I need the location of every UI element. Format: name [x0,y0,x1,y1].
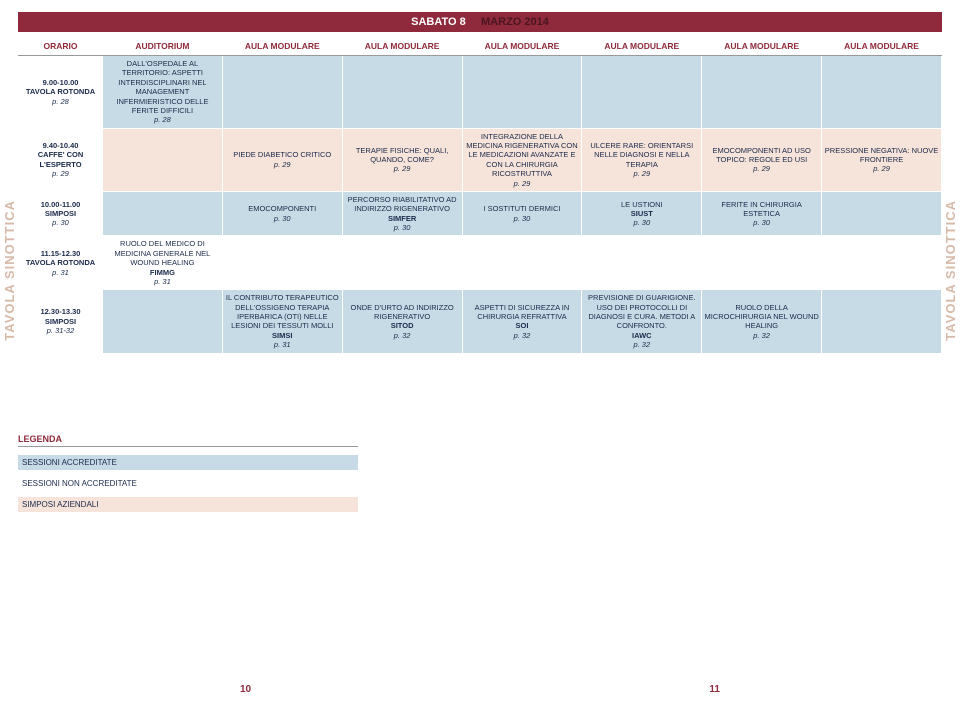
schedule-cell: ASPETTI DI SICUREZZA IN CHIRURGIA REFRAT… [462,290,582,353]
schedule-cell [103,128,223,191]
schedule-cell: PREVISIONE DI GUARIGIONE. USO DEI PROTOC… [582,290,702,353]
schedule-cell: LE USTIONISIUSTp. 30 [582,191,702,236]
column-header: AULA MODULARE [222,37,342,56]
side-label-right: TAVOLA SINOTTICA [943,200,958,341]
schedule-cell [702,56,822,129]
column-header: AULA MODULARE [822,37,942,56]
legend-item: SIMPOSI AZIENDALI [18,497,358,512]
column-header: AULA MODULARE [702,37,822,56]
schedule-cell: DALL'OSPEDALE AL TERRITORIO: ASPETTI INT… [103,56,223,129]
column-header: AULA MODULARE [582,37,702,56]
side-label-left: TAVOLA SINOTTICA [2,200,17,341]
schedule-cell: IL CONTRIBUTO TERAPEUTICO DELL'OSSIGENO … [222,290,342,353]
page-number-right: 11 [709,684,720,695]
schedule-cell [822,56,942,129]
schedule-cell [462,236,582,290]
schedule-cell [222,236,342,290]
time-cell: 10.00-11.00SIMPOSIp. 30 [19,191,103,236]
column-header: AULA MODULARE [342,37,462,56]
schedule-cell [702,236,822,290]
column-header: AULA MODULARE [462,37,582,56]
schedule-cell: EMOCOMPONENTIp. 30 [222,191,342,236]
schedule-cell [103,191,223,236]
legend-title: LEGENDA [18,434,358,447]
schedule-cell: ULCERE RARE: ORIENTARSI NELLE DIAGNOSI E… [582,128,702,191]
time-cell: 12.30-13.30SIMPOSIp. 31-32 [19,290,103,353]
schedule-cell [342,56,462,129]
schedule-cell: PERCORSO RIABILITATIVO AD INDIRIZZO RIGE… [342,191,462,236]
legend-item: SESSIONI NON ACCREDITATE [18,476,358,491]
schedule-cell [103,290,223,353]
schedule-cell [822,191,942,236]
column-header: ORARIO [19,37,103,56]
header-part2: MARZO 2014 [481,16,549,28]
schedule-cell: PRESSIONE NEGATIVA: NUOVE FRONTIEREp. 29 [822,128,942,191]
header-part1: SABATO 8 [411,16,466,28]
schedule-cell [582,56,702,129]
schedule-cell: EMOCOMPONENTI AD USO TOPICO: REGOLE ED U… [702,128,822,191]
schedule-cell [822,290,942,353]
schedule-cell [462,56,582,129]
schedule-cell: ONDE D'URTO AD INDIRIZZO RIGENERATIVOSIT… [342,290,462,353]
time-cell: 11.15-12.30TAVOLA ROTONDAp. 31 [19,236,103,290]
legend-item: SESSIONI ACCREDITATE [18,455,358,470]
schedule-cell: PIEDE DIABETICO CRITICOp. 29 [222,128,342,191]
schedule-cell: RUOLO DELLA MICROCHIRURGIA NEL WOUND HEA… [702,290,822,353]
time-cell: 9.40-10.40CAFFE' CON L'ESPERTOp. 29 [19,128,103,191]
schedule-cell: FERITE IN CHIRURGIA ESTETICAp. 30 [702,191,822,236]
schedule-cell [822,236,942,290]
schedule-table: ORARIOAUDITORIUMAULA MODULAREAULA MODULA… [18,37,942,354]
schedule-cell [342,236,462,290]
schedule-cell [222,56,342,129]
schedule-cell: I SOSTITUTI DERMICIp. 30 [462,191,582,236]
header-bar: SABATO 8 MARZO 2014 [18,12,942,32]
legend: LEGENDA SESSIONI ACCREDITATE SESSIONI NON… [18,434,942,512]
time-cell: 9.00-10.00TAVOLA ROTONDAp. 28 [19,56,103,129]
schedule-cell: INTEGRAZIONE DELLA MEDICINA RIGENERATIVA… [462,128,582,191]
schedule-cell [582,236,702,290]
schedule-cell: TERAPIE FISICHE: QUALI, QUANDO, COME?p. … [342,128,462,191]
schedule-cell: RUOLO DEL MEDICO DI MEDICINA GENERALE NE… [103,236,223,290]
page-number-left: 10 [240,684,251,695]
column-header: AUDITORIUM [103,37,223,56]
